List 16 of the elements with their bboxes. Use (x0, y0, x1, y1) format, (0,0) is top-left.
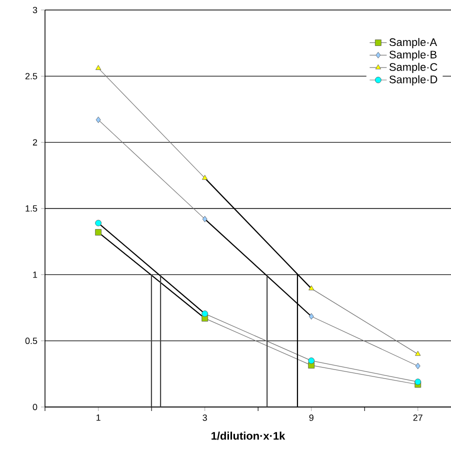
legend-label: Sample·C (389, 62, 438, 74)
x-tick-label: 9 (309, 414, 314, 421)
x-tick-label: 27 (413, 414, 422, 421)
y-tick-label: 0.5 (25, 338, 38, 344)
x-tick-label: 1 (96, 414, 100, 421)
y-tick-label: 2.5 (25, 72, 38, 80)
y-tick-label: 0 (32, 404, 38, 410)
legend-label: Sample·A (389, 38, 438, 48)
y-tick-label: 3 (32, 6, 38, 14)
x-tick-label: 3 (202, 414, 207, 421)
legend-label: Sample·D (389, 75, 438, 86)
y-tick-label: 1.5 (26, 205, 38, 212)
y-tick-label: 2 (32, 139, 38, 146)
y-tick-label: 1 (33, 272, 38, 278)
x-axis-title: 1/dilution·x·1k (212, 432, 286, 440)
legend-label: Sample·B (389, 50, 437, 61)
